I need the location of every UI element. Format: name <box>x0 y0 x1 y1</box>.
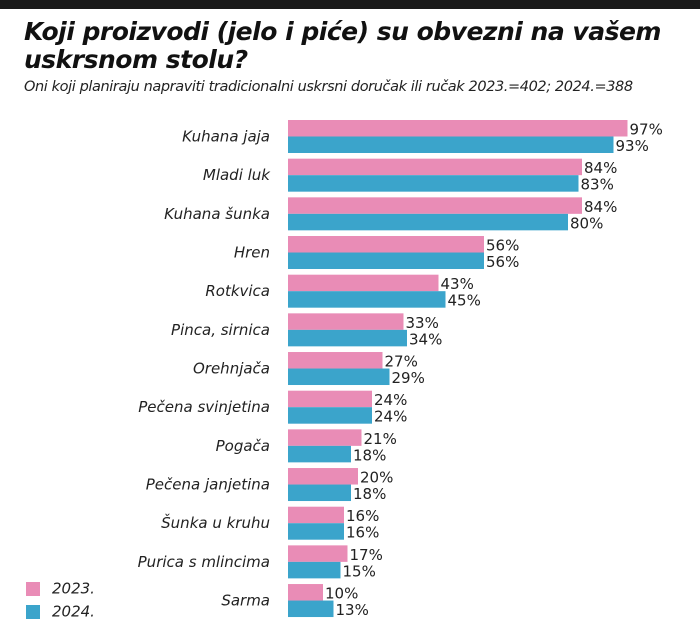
bar-2023 <box>288 236 484 253</box>
legend-swatch-2023 <box>26 581 40 596</box>
bar-2024 <box>288 175 579 192</box>
bar-2023 <box>288 352 383 369</box>
bar-2023 <box>288 545 348 562</box>
bar-2023 <box>288 506 344 524</box>
category-label: Pinca, sirnica <box>171 321 270 339</box>
bar-2023 <box>288 197 582 214</box>
value-label: 56% <box>486 253 519 271</box>
value-label: 43% <box>441 275 474 293</box>
chart-subtitle: Oni koji planiraju napraviti tradicional… <box>24 79 633 95</box>
bar-2023 <box>288 468 358 485</box>
bar-2023 <box>288 390 372 408</box>
legend-swatch-2024 <box>26 604 40 619</box>
value-label: 17% <box>350 546 383 564</box>
bar-2024 <box>288 136 614 153</box>
value-label: 56% <box>486 237 519 255</box>
value-label: 84% <box>584 198 617 216</box>
bar-2024 <box>288 407 372 424</box>
value-label: 21% <box>364 430 397 448</box>
category-label: Pogača <box>216 437 270 455</box>
category-label: Orehnjača <box>193 360 270 378</box>
legend-label-2024: 2024. <box>52 602 95 621</box>
value-label: 15% <box>343 562 376 580</box>
category-label: Sarma <box>221 592 270 610</box>
value-label: 93% <box>616 137 649 155</box>
bar-2023 <box>288 429 362 446</box>
value-label: 29% <box>392 369 425 387</box>
category-label: Mladi luk <box>203 166 271 184</box>
bar-2024 <box>288 291 446 308</box>
value-label: 80% <box>570 214 603 232</box>
bar-2023 <box>288 584 323 601</box>
value-label: 34% <box>409 330 442 348</box>
bar-2024 <box>288 213 568 231</box>
value-label: 33% <box>406 314 439 332</box>
bar-2024 <box>288 600 334 618</box>
value-label: 24% <box>374 408 407 426</box>
value-label: 84% <box>584 159 617 177</box>
legend-item-2023: 2023. <box>26 578 95 598</box>
category-label: Hren <box>234 244 270 262</box>
bar-2023 <box>288 274 439 292</box>
value-label: 27% <box>385 353 418 371</box>
bar-2024 <box>288 252 484 270</box>
bar-2024 <box>288 445 351 463</box>
value-label: 20% <box>360 469 393 487</box>
value-label: 18% <box>353 485 386 503</box>
bar-2023 <box>288 313 404 330</box>
chart-title: Koji proizvodi (jelo i piće) su obvezni … <box>24 17 661 74</box>
bar-2024 <box>288 329 407 347</box>
value-label: 16% <box>346 524 379 542</box>
category-label: Pečena janjetina <box>146 476 270 494</box>
category-label: Kuhana jaja <box>182 128 270 146</box>
bar-2024 <box>288 368 390 386</box>
value-label: 97% <box>630 121 663 139</box>
value-label: 10% <box>325 585 358 603</box>
bar-2024 <box>288 523 344 540</box>
category-label: Pečena svinjetina <box>138 398 270 416</box>
category-label: Šunka u kruhu <box>161 513 270 532</box>
value-label: 83% <box>581 176 614 194</box>
value-label: 18% <box>353 446 386 464</box>
category-label: Purica s mlincima <box>138 553 270 571</box>
category-label: Rotkvica <box>205 282 270 300</box>
top-bar <box>0 0 700 9</box>
legend-item-2024: 2024. <box>26 601 95 621</box>
legend-label-2023: 2023. <box>52 579 95 598</box>
bar-2023 <box>288 120 628 137</box>
value-label: 13% <box>336 601 369 619</box>
bar-2023 <box>288 158 582 176</box>
bar-2024 <box>288 484 351 502</box>
value-label: 24% <box>374 391 407 409</box>
bar-2024 <box>288 561 341 579</box>
category-label: Kuhana šunka <box>164 205 270 223</box>
value-label: 45% <box>448 292 481 310</box>
value-label: 16% <box>346 507 379 525</box>
